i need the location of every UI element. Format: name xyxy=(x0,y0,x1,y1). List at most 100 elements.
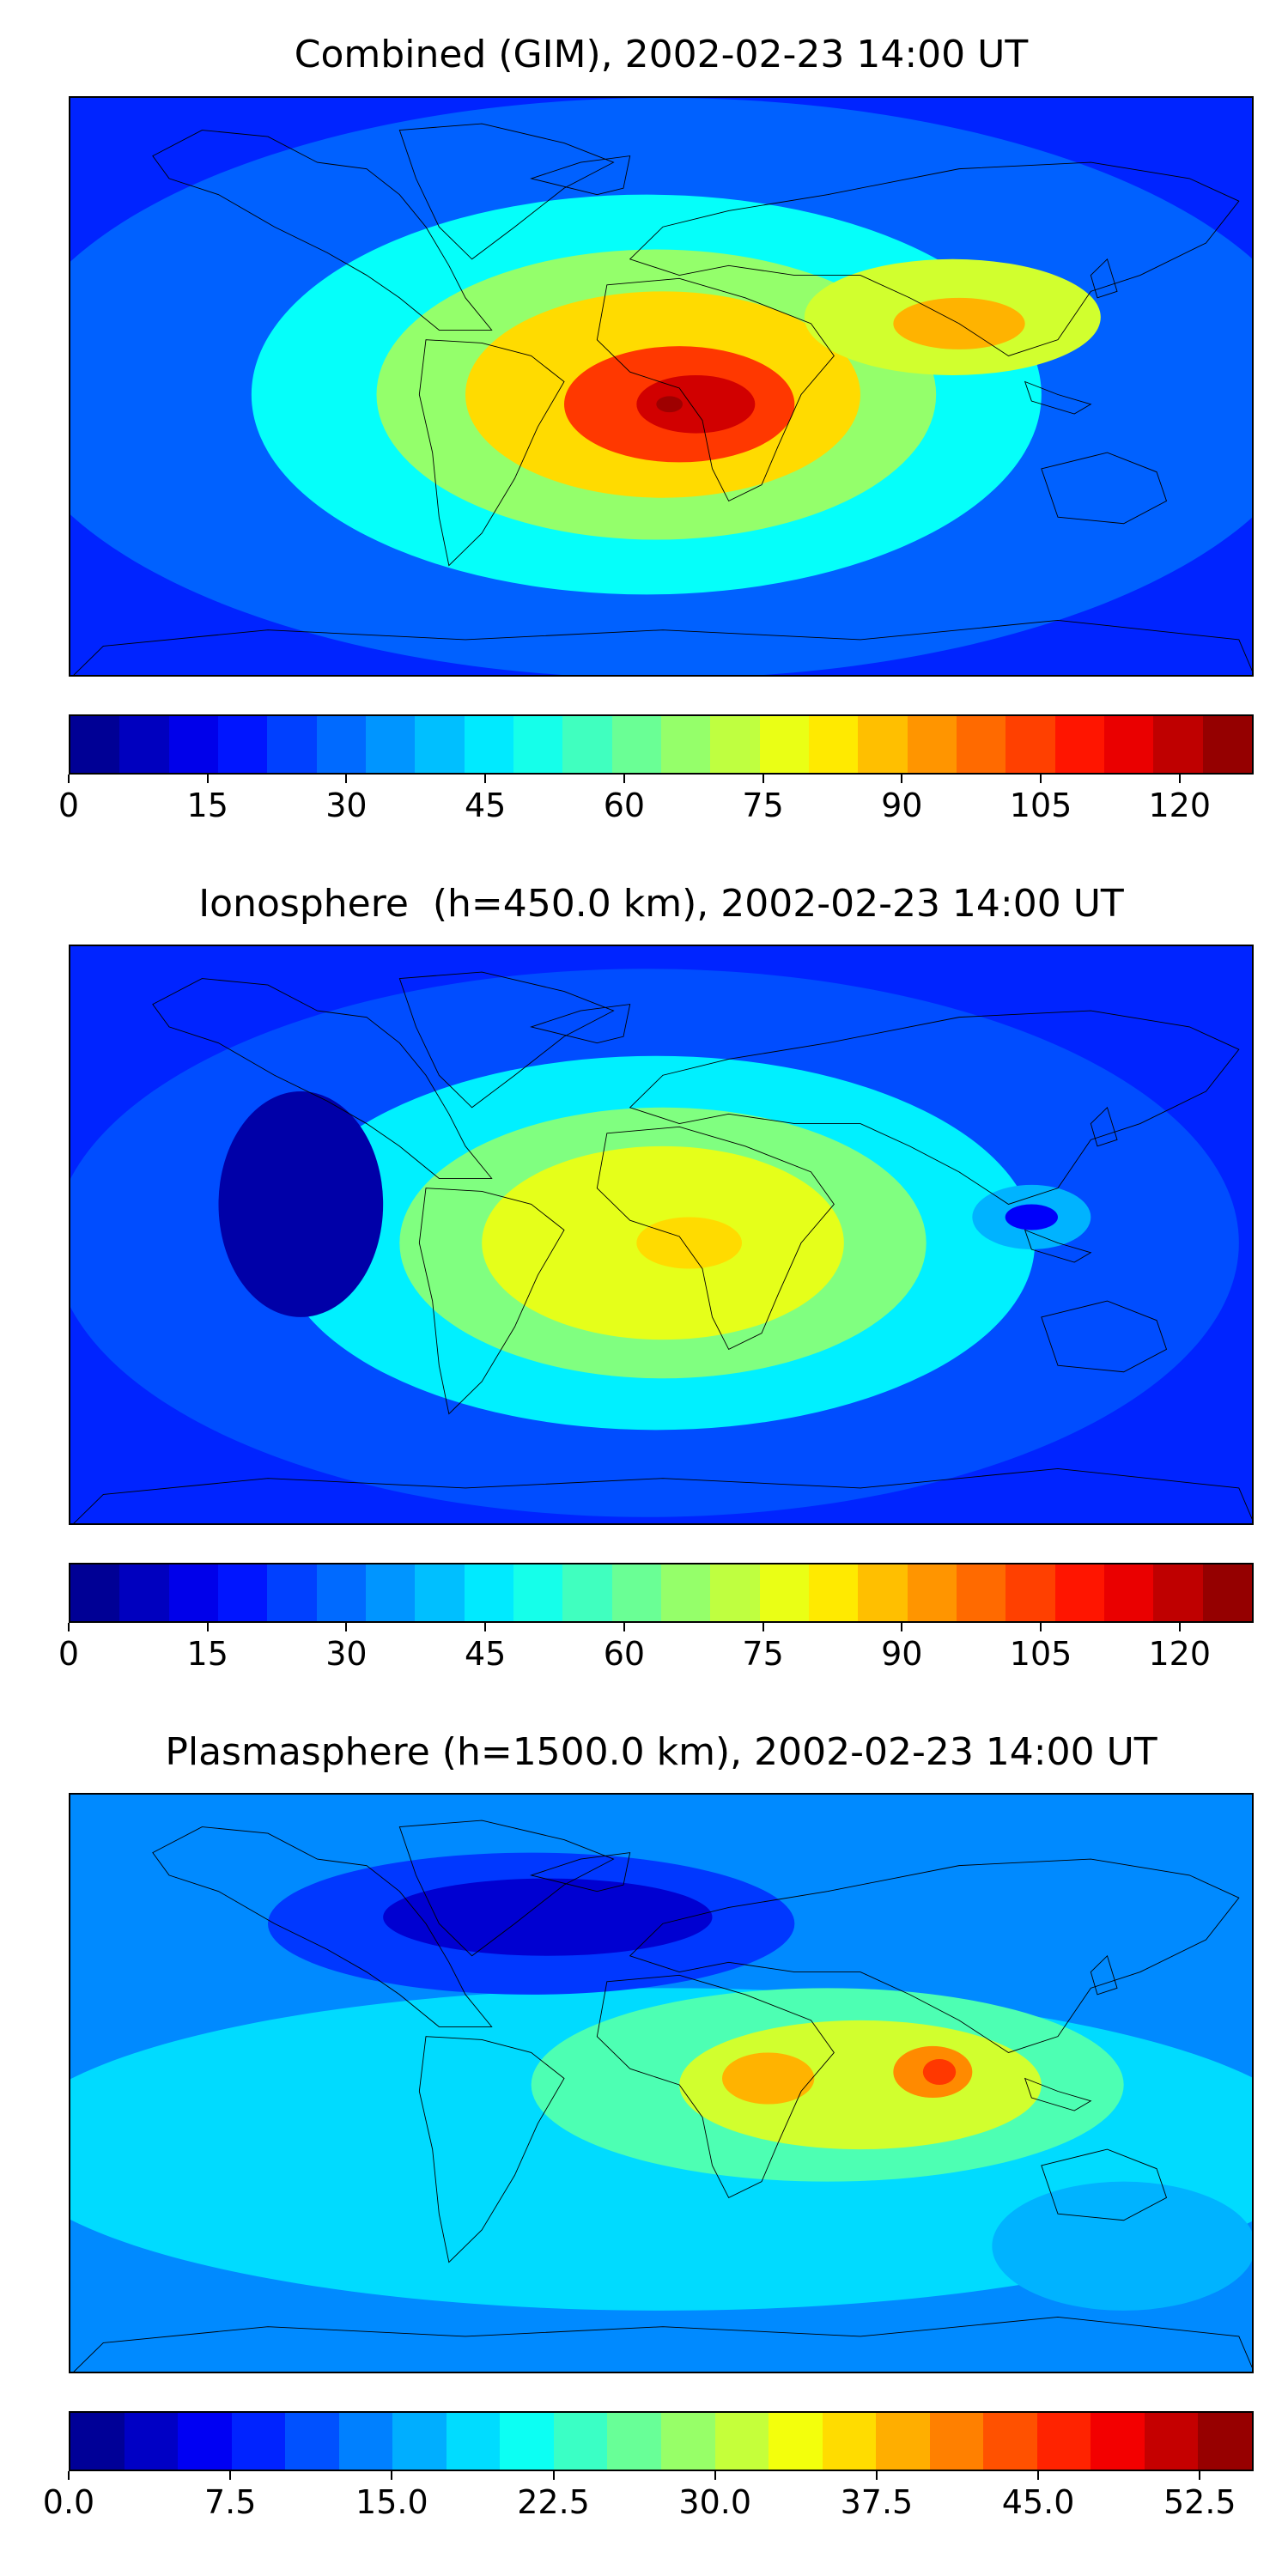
colorbar-tick-label: 105 xyxy=(1009,787,1072,824)
colorbar-tick-label: 75 xyxy=(742,1635,784,1673)
colorbar-segment xyxy=(822,2413,878,2470)
colorbar-tick-label: 120 xyxy=(1148,1635,1212,1673)
colorbar-tick xyxy=(623,775,625,783)
colorbar-tick xyxy=(1199,2471,1201,2480)
heatmap-map xyxy=(69,96,1254,677)
colorbar-segment xyxy=(218,716,269,773)
colorbar-segment xyxy=(809,1564,860,1621)
coastline-3 xyxy=(532,156,630,195)
colorbar-segment xyxy=(1104,1564,1155,1621)
colorbar-tick-label: 90 xyxy=(881,1635,923,1673)
colorbar-tick-label: 0.0 xyxy=(42,2483,95,2521)
colorbar-segment xyxy=(661,1564,712,1621)
colorbar-tick xyxy=(552,2471,555,2480)
colorbar-tick xyxy=(901,775,903,783)
colorbar-tick xyxy=(1040,1623,1042,1631)
colorbar-tick-label: 30 xyxy=(325,787,368,824)
coastline-6 xyxy=(1042,1301,1167,1372)
coastline-2 xyxy=(419,2037,564,2263)
colorbar-segment xyxy=(366,1564,416,1621)
colorbar-tick-label: 30.0 xyxy=(678,2483,752,2521)
heatmap-plot xyxy=(70,946,1252,1523)
colorbar-segment xyxy=(858,716,908,773)
colorbar-segment xyxy=(446,2413,501,2470)
heatmap-contour-7 xyxy=(218,1091,384,1317)
colorbar-segment xyxy=(1005,1564,1056,1621)
colorbar-tick xyxy=(68,775,70,783)
colorbar-segment xyxy=(513,716,564,773)
colorbar-segment xyxy=(218,1564,269,1621)
colorbar-tick xyxy=(1178,775,1181,783)
colorbar-segment xyxy=(70,716,121,773)
heatmap-contour-2 xyxy=(383,1878,713,1956)
colorbar-segment xyxy=(1153,716,1204,773)
colorbar-segment xyxy=(611,716,662,773)
colorbar-tick-label: 0 xyxy=(58,1635,80,1673)
colorbar-segment xyxy=(316,716,367,773)
colorbar-segment xyxy=(661,716,712,773)
coastline-4 xyxy=(630,1011,1239,1204)
colorbar-segment xyxy=(1091,2413,1145,2470)
coastline-3 xyxy=(532,1853,630,1892)
colorbar-segment xyxy=(392,2413,447,2470)
colorbar-tick-label: 7.5 xyxy=(204,2483,257,2521)
colorbar-segment xyxy=(500,2413,555,2470)
coastline-5 xyxy=(597,1975,834,2197)
coastline-8 xyxy=(1091,259,1117,298)
coastline-3 xyxy=(532,1005,630,1043)
colorbar-segment xyxy=(1054,716,1105,773)
colorbar-tick-label: 90 xyxy=(881,787,923,824)
colorbar-tick-label: 120 xyxy=(1148,787,1212,824)
colorbar-tick xyxy=(875,2471,878,2480)
colorbar-tick xyxy=(762,1623,764,1631)
colorbar-segment xyxy=(957,1564,1007,1621)
colorbar-tick xyxy=(68,1623,70,1631)
heatmap-map xyxy=(69,945,1254,1525)
colorbar-tick-label: 45.0 xyxy=(1001,2483,1075,2521)
colorbar-tick-label: 15.0 xyxy=(355,2483,428,2521)
coastline-0 xyxy=(153,979,492,1179)
colorbar-tick-label: 30 xyxy=(325,1635,368,1673)
heatmap-map xyxy=(69,1793,1254,2373)
colorbar-segment xyxy=(338,2413,394,2470)
colorbar-tick xyxy=(901,1623,903,1631)
colorbar-segment xyxy=(119,716,170,773)
colorbar-ticks: 0.0 7.5 15.0 22.5 30.0 37.5 45.0 52.5 xyxy=(43,2471,1254,2523)
colorbar-segment xyxy=(178,2413,233,2470)
coastline-5 xyxy=(597,1127,834,1349)
colorbar-tick xyxy=(206,1623,209,1631)
colorbar-tick xyxy=(68,2471,70,2480)
chart-title: Plasmasphere (h=1500.0 km), 2002-02-23 1… xyxy=(165,1730,1157,1774)
colorbar-segment xyxy=(366,716,416,773)
colorbar-tick-label: 45 xyxy=(464,1635,507,1673)
chart-title: Combined (GIM), 2002-02-23 14:00 UT xyxy=(294,33,1029,76)
colorbar-segment xyxy=(607,2413,662,2470)
colorbar-segment xyxy=(611,1564,662,1621)
colorbar-segment xyxy=(759,1564,810,1621)
colorbar-tick xyxy=(484,775,487,783)
colorbar-segment xyxy=(168,1564,219,1621)
colorbar-tick-label: 75 xyxy=(742,787,784,824)
colorbar-segment xyxy=(1153,1564,1204,1621)
chart-title: Ionosphere (h=450.0 km), 2002-02-23 14:0… xyxy=(198,882,1124,926)
coastline-1 xyxy=(399,124,613,259)
colorbar-segment xyxy=(415,716,465,773)
colorbar-segment xyxy=(759,716,810,773)
colorbar-ticks: 0 15 30 45 60 75 90 105 120 xyxy=(58,1623,1254,1674)
coastline-4 xyxy=(630,162,1239,355)
colorbar-segment xyxy=(710,1564,761,1621)
colorbar-segment xyxy=(769,2413,823,2470)
colorbar-tick-label: 0 xyxy=(58,787,80,824)
coastline-4 xyxy=(630,1859,1239,2052)
colorbar-segment xyxy=(316,1564,367,1621)
colorbar-tick xyxy=(623,1623,625,1631)
colorbar-tick xyxy=(714,2471,716,2480)
heatmap-contour-8 xyxy=(656,396,683,413)
colorbar xyxy=(69,714,1254,775)
colorbar-tick xyxy=(1040,775,1042,783)
colorbar-tick xyxy=(206,775,209,783)
colorbar-segment xyxy=(1202,716,1252,773)
colorbar-segment xyxy=(1054,1564,1105,1621)
colorbar-segment xyxy=(415,1564,465,1621)
colorbar-segment xyxy=(907,716,957,773)
